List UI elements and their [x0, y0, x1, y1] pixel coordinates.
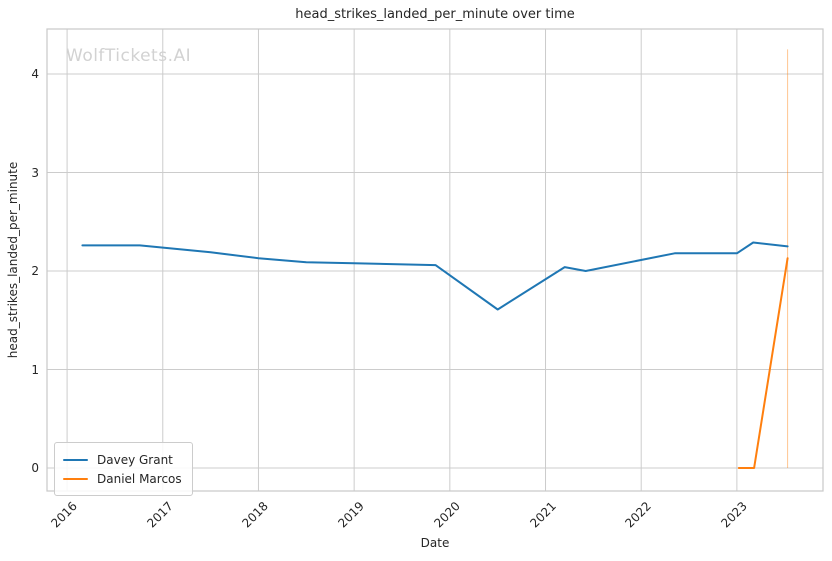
y-tick-label: 2	[31, 264, 39, 279]
series-line-davey-grant	[81, 241, 789, 311]
y-tick-label: 0	[31, 461, 39, 476]
legend-item-daniel-marcos: Daniel Marcos	[63, 469, 182, 488]
y-tick-label: 4	[31, 67, 39, 82]
plot-border	[46, 28, 824, 492]
chart-title: head_strikes_landed_per_minute over time	[295, 7, 575, 22]
x-axis-label: Date	[420, 536, 450, 550]
legend-label-daniel-marcos: Daniel Marcos	[97, 471, 182, 486]
series-line-daniel-marcos	[737, 257, 789, 469]
legend-swatch-davey-grant	[63, 458, 88, 461]
legend-item-davey-grant: Davey Grant	[63, 450, 182, 469]
legend: Davey Grant Daniel Marcos	[54, 442, 193, 496]
legend-swatch-daniel-marcos	[63, 477, 88, 480]
y-axis-label: head_strikes_landed_per_minute	[6, 161, 20, 359]
legend-label-davey-grant: Davey Grant	[97, 452, 173, 467]
y-tick-label: 3	[31, 165, 39, 180]
y-tick-label: 1	[31, 362, 39, 377]
watermark: WolfTickets.AI	[66, 46, 192, 66]
